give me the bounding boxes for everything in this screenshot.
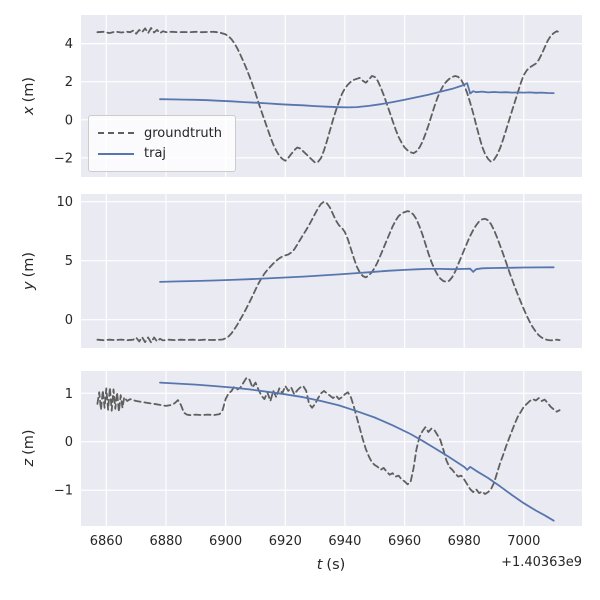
x-tick-label: 6960 [388,534,421,549]
ylabel-x-var: x [21,106,37,116]
ylabel-y: y (m) [21,252,37,290]
xlabel-unit: (s) [326,557,346,573]
legend: groundtruth traj [88,115,236,172]
ylabel-z-unit: (m) [21,429,37,455]
x-tick-label: 6920 [269,534,302,549]
x-axis-offset-text: +1.40363e9 [501,555,582,570]
x-tick-label: 6860 [90,534,123,549]
ylabel-z: z (m) [21,429,37,466]
groundtruth-line-y [96,200,561,344]
plot-area-z [81,371,582,526]
legend-traj-line-sample [98,152,134,155]
traj-line-y [159,266,555,283]
traj-line-z [159,381,555,522]
legend-groundtruth-line-sample [98,132,134,135]
y-tick-label: 0 [65,313,73,328]
x-tick-label: 6980 [448,534,481,549]
x-tick-label: 6880 [149,534,182,549]
y-tick-label: 10 [56,195,73,210]
ylabel-y-unit: (m) [21,251,37,278]
plot-area-y [81,194,582,348]
y-tick-label: 0 [65,435,73,450]
ylabel-x: x (m) [21,77,37,115]
y-tick-label: 5 [65,254,73,269]
ylabel-y-var: y [21,281,37,291]
y-tick-label: −1 [54,484,73,499]
ylabel-x-unit: (m) [21,76,37,103]
y-tick-label: −2 [54,151,73,166]
y-tick-label: 2 [65,75,73,90]
y-tick-label: 4 [65,37,73,52]
legend-groundtruth-label: groundtruth [144,125,223,141]
y-tick-label: 0 [65,113,73,128]
groundtruth-line-x [96,27,561,164]
groundtruth-line-z [96,376,561,495]
legend-traj-label: traj [144,146,167,162]
legend-entry-groundtruth: groundtruth [98,127,226,140]
legend-entry-traj: traj [98,147,226,160]
y-tick-label: 1 [65,387,73,402]
x-tick-label: 6940 [328,534,361,549]
traj-line-x [159,82,555,109]
ylabel-z-var: z [21,458,37,467]
x-tick-label: 6900 [209,534,242,549]
xlabel: t (s) [317,557,346,573]
xlabel-var: t [316,557,323,573]
x-tick-label: 7000 [507,534,540,549]
